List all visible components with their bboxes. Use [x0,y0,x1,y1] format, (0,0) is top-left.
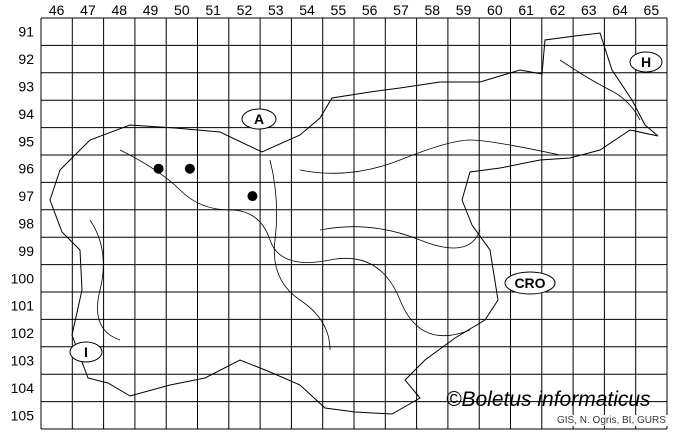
row-label: 101 [11,298,35,314]
record-dots [153,163,258,202]
row-label: 103 [11,353,35,369]
column-label: 50 [174,2,190,18]
row-label: 94 [18,106,34,122]
column-label: 64 [612,2,628,18]
row-label: 98 [18,216,34,232]
column-label: 60 [487,2,503,18]
row-label: 95 [18,133,34,149]
column-label: 65 [644,2,660,18]
svg-text:A: A [254,111,264,127]
country-label-italy: I [69,341,103,363]
column-label: 58 [424,2,440,18]
row-label: 96 [18,161,34,177]
row-label: 99 [18,243,34,259]
svg-text:H: H [641,54,651,70]
column-label: 54 [299,2,315,18]
watermark: ©Boletus informaticus [446,388,651,411]
row-label: 92 [18,51,34,67]
column-label: 49 [143,2,159,18]
column-label: 55 [331,2,347,18]
country-label-croatia: CRO [504,271,556,295]
row-label: 100 [11,270,35,286]
row-label: 104 [11,380,35,396]
column-label: 59 [456,2,472,18]
row-label: 93 [18,79,34,95]
column-label: 56 [362,2,378,18]
grid-lines [40,17,668,430]
country-label-austria: A [241,108,277,130]
row-labels: 91 92 93 94 95 96 97 98 99 100 101 102 103 104 105 [11,24,35,424]
row-label: 97 [18,188,34,204]
row-label: 91 [18,24,34,40]
column-label: 46 [49,2,65,18]
country-label-hungary: H [629,51,663,73]
country-outline [49,32,659,415]
record-dot [184,163,195,174]
record-dot [153,163,164,174]
credit-text: GIS, N. Ogris, BI, GURS [555,415,668,426]
column-label: 52 [237,2,253,18]
record-dot [247,191,258,202]
column-label: 48 [111,2,127,18]
column-labels: 46 47 48 49 50 51 52 53 54 55 56 57 58 59 60 61 62 63 64 65 [49,2,659,18]
column-label: 61 [518,2,534,18]
svg-text:I: I [84,344,88,360]
column-label: 47 [80,2,96,18]
row-label: 105 [11,407,35,423]
column-label: 57 [393,2,409,18]
column-label: 63 [581,2,597,18]
svg-text:CRO: CRO [514,275,545,291]
column-label: 62 [550,2,566,18]
row-label: 102 [11,325,35,341]
column-label: 51 [205,2,221,18]
column-label: 53 [268,2,284,18]
